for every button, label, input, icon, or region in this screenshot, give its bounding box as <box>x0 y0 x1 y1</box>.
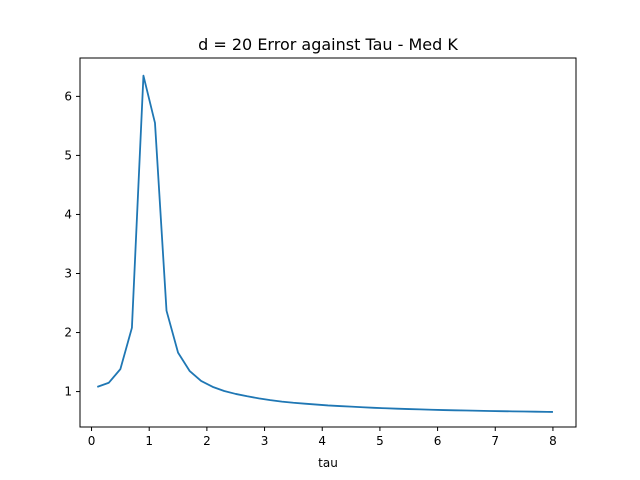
plot-frame <box>79 57 577 428</box>
x-tick-label: 1 <box>145 434 153 448</box>
x-tick-label: 4 <box>318 434 326 448</box>
x-tick-label: 3 <box>261 434 269 448</box>
x-tick-label: 0 <box>88 434 96 448</box>
plot-area <box>96 74 553 413</box>
series-line-0 <box>96 74 553 413</box>
x-tick-label: 6 <box>434 434 442 448</box>
x-tick-label: 7 <box>491 434 499 448</box>
x-tick-label: 8 <box>549 434 557 448</box>
x-axis: 0 1 2 3 4 5 6 7 8 <box>88 427 557 448</box>
y-tick-label: 5 <box>64 148 72 162</box>
x-axis-label: tau <box>318 456 338 470</box>
x-tick-label: 2 <box>203 434 211 448</box>
y-tick-label: 4 <box>64 207 72 221</box>
y-tick-label: 3 <box>64 266 72 280</box>
y-tick-label: 6 <box>64 89 72 103</box>
y-tick-label: 1 <box>64 385 72 399</box>
y-axis: 1 2 3 4 5 6 <box>64 89 80 399</box>
chart-title: d = 20 Error against Tau - Med K <box>198 35 458 54</box>
x-tick-label: 5 <box>376 434 384 448</box>
y-tick-label: 2 <box>64 326 72 340</box>
